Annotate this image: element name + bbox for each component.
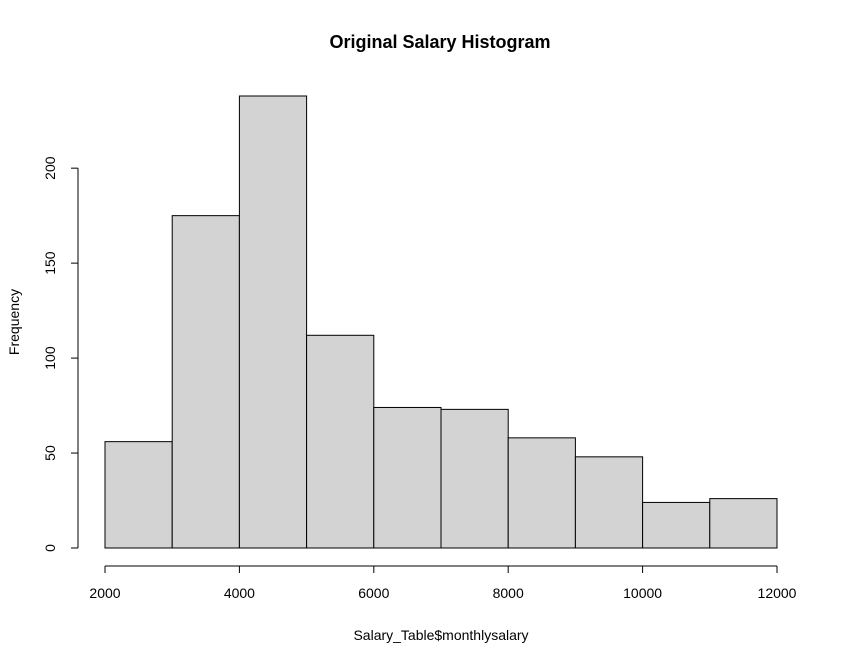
- histogram-bar-3: [306, 334, 375, 549]
- y-tick-label-3: 150: [42, 251, 58, 275]
- y-axis-label: Frequency: [6, 289, 22, 355]
- x-tick-label-3: 8000: [493, 585, 524, 601]
- y-tick-label-2: 100: [42, 346, 58, 370]
- histogram-bar-0: [104, 441, 173, 549]
- histogram-bar-5: [440, 408, 509, 549]
- histogram-bar-1: [171, 215, 240, 549]
- histogram-bar-7: [574, 456, 644, 549]
- y-axis: 0 50 100 150 200: [42, 156, 79, 552]
- y-tick-label-1: 50: [42, 445, 58, 461]
- chart-title: Original Salary Histogram: [329, 32, 550, 52]
- bars-group: [104, 95, 778, 549]
- histogram-bar-6: [507, 437, 576, 549]
- histogram-bar-2: [238, 95, 308, 549]
- x-tick-label-1: 4000: [224, 585, 255, 601]
- x-tick-label-0: 2000: [89, 585, 120, 601]
- x-axis: 2000 4000 6000 8000 10000 12000: [89, 565, 797, 601]
- x-axis-label: Salary_Table$monthlysalary: [353, 627, 528, 643]
- histogram-bar-4: [373, 406, 442, 549]
- x-tick-label-4: 10000: [623, 585, 662, 601]
- y-tick-label-0: 0: [42, 544, 58, 552]
- histogram-bar-8: [642, 501, 711, 549]
- y-tick-label-4: 200: [42, 156, 58, 180]
- histogram-bar-9: [709, 498, 778, 549]
- x-tick-label-2: 6000: [358, 585, 389, 601]
- x-tick-label-5: 12000: [758, 585, 797, 601]
